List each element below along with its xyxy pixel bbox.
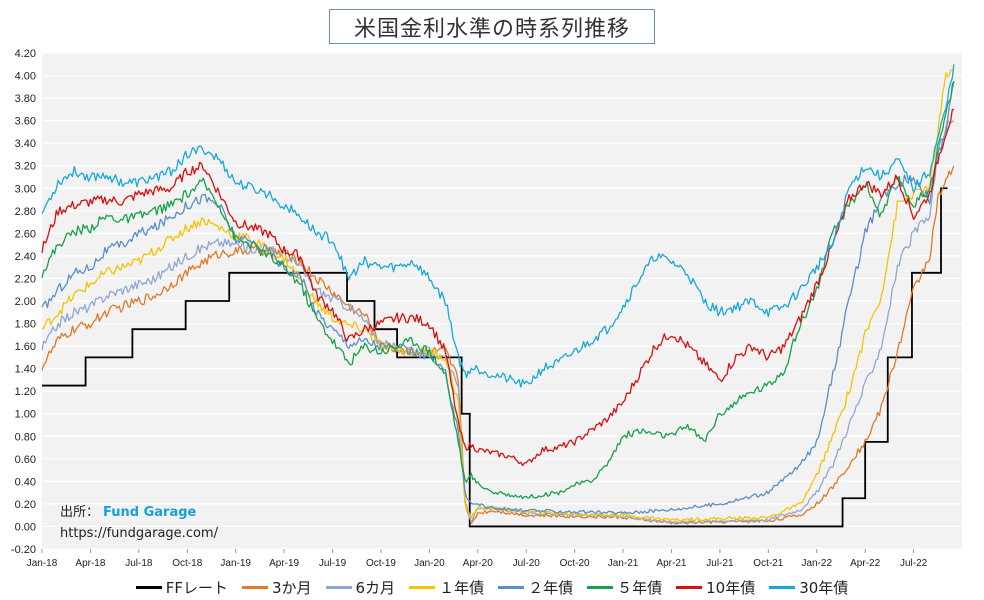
- y-tick-label: 3.20: [15, 161, 36, 173]
- y-tick-label: 2.80: [15, 206, 36, 218]
- legend-item: １年債: [409, 577, 484, 598]
- series-line: [41, 81, 955, 515]
- y-tick-label: -0.20: [11, 544, 36, 556]
- y-tick-label: 3.40: [15, 138, 36, 150]
- legend-label: 6カ月: [355, 578, 396, 597]
- x-tick-label: Oct-20: [560, 558, 590, 569]
- legend-swatch: [241, 585, 268, 589]
- source-credit: 出所： Fund Garage: [60, 501, 196, 520]
- legend-item: 6カ月: [325, 577, 396, 598]
- x-tick-label: Oct-18: [172, 558, 202, 569]
- legend-label: 3か月: [271, 578, 312, 597]
- legend-label: ５年債: [617, 578, 663, 597]
- legend-swatch: [676, 585, 703, 589]
- x-tick-label: Apr-19: [269, 558, 299, 569]
- y-tick-label: 0.00: [15, 521, 36, 533]
- x-tick-label: Jan-18: [27, 558, 58, 569]
- series-line: [41, 80, 955, 500]
- y-tick-label: 2.20: [15, 273, 36, 285]
- legend-item: ２年債: [498, 577, 573, 598]
- legend-swatch: [498, 585, 525, 589]
- y-tick-label: 1.00: [15, 409, 36, 421]
- y-tick-label: 2.40: [15, 251, 36, 263]
- y-tick-label: 4.20: [15, 48, 36, 60]
- y-tick-label: 0.80: [15, 431, 36, 443]
- y-tick-label: 0.20: [15, 499, 36, 511]
- series-line: [41, 165, 955, 525]
- source-label: 出所：: [60, 505, 100, 520]
- series-line: [41, 64, 955, 388]
- y-tick-label: 1.20: [15, 386, 36, 398]
- x-tick-label: Jan-22: [801, 558, 832, 569]
- y-tick-label: 3.80: [15, 93, 36, 105]
- legend-item: FFレート: [135, 577, 228, 598]
- legend-item: 30年債: [769, 577, 848, 598]
- x-tick-label: Jan-19: [220, 558, 251, 569]
- legend-swatch: [135, 585, 162, 589]
- x-tick-label: Apr-18: [75, 558, 105, 569]
- y-tick-label: 4.00: [15, 71, 36, 83]
- x-tick-label: Apr-21: [656, 558, 686, 569]
- chart-legend: FFレート 3か月 6カ月 １年債 ２年債 ５年債 10年債 30年債: [0, 576, 984, 598]
- y-tick-label: 1.60: [15, 341, 36, 353]
- x-tick-label: Oct-19: [366, 558, 396, 569]
- x-tick-label: Jul-22: [900, 558, 928, 569]
- legend-label: 30年債: [799, 578, 849, 597]
- legend-swatch: [769, 585, 796, 589]
- x-tick-label: Apr-20: [463, 558, 493, 569]
- legend-label: １年債: [439, 578, 485, 597]
- y-tick-label: 2.00: [15, 296, 36, 308]
- legend-label: 10年債: [706, 578, 756, 597]
- legend-swatch: [587, 585, 614, 589]
- chart-title: 米国金利水準の時系列推移: [329, 9, 655, 44]
- x-tick-label: Jul-18: [125, 558, 153, 569]
- y-tick-label: 0.40: [15, 476, 36, 488]
- x-tick-label: Jul-20: [513, 558, 541, 569]
- x-tick-label: Jan-20: [414, 558, 445, 569]
- legend-item: ５年債: [587, 577, 662, 598]
- y-tick-label: 3.00: [15, 183, 36, 195]
- x-tick-label: Jul-19: [319, 558, 347, 569]
- legend-label: ２年債: [528, 578, 574, 597]
- source-brand: Fund Garage: [103, 505, 197, 520]
- y-tick-label: 3.60: [15, 116, 36, 128]
- legend-item: 10年債: [676, 577, 755, 598]
- legend-item: 3か月: [241, 577, 312, 598]
- legend-swatch: [325, 585, 352, 589]
- x-tick-label: Jul-21: [706, 558, 734, 569]
- y-tick-label: 2.60: [15, 228, 36, 240]
- x-tick-label: Apr-22: [850, 558, 880, 569]
- y-tick-label: 0.60: [15, 454, 36, 466]
- legend-swatch: [409, 585, 436, 589]
- x-tick-label: Jan-21: [608, 558, 639, 569]
- legend-label: FFレート: [165, 578, 228, 597]
- y-tick-label: 1.40: [15, 364, 36, 376]
- y-tick-label: 1.80: [15, 319, 36, 331]
- source-url: https://fundgarage.com/: [60, 526, 218, 541]
- series-line: [41, 108, 954, 467]
- x-tick-label: Oct-21: [753, 558, 783, 569]
